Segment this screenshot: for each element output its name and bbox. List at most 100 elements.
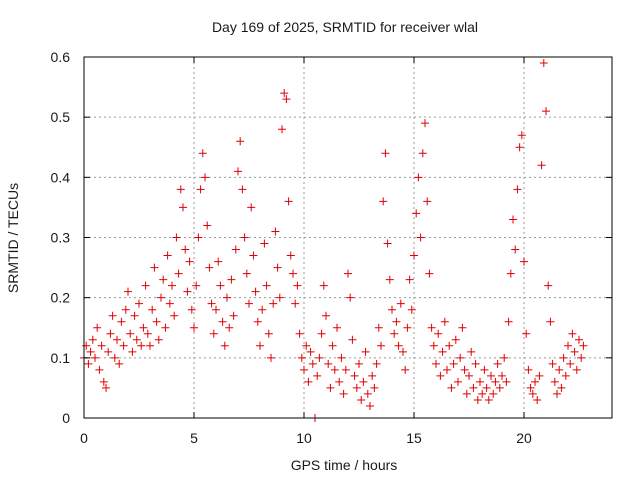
data-point xyxy=(506,269,515,278)
data-point xyxy=(242,269,251,278)
data-point xyxy=(328,341,337,350)
data-point xyxy=(121,305,130,314)
data-point xyxy=(174,269,183,278)
data-point xyxy=(207,299,216,308)
data-point xyxy=(273,263,282,272)
data-point xyxy=(405,275,414,284)
data-point xyxy=(124,287,132,296)
data-point xyxy=(504,317,513,326)
data-point xyxy=(363,389,372,398)
data-point xyxy=(339,389,348,398)
data-point xyxy=(522,329,531,338)
data-point xyxy=(293,281,302,290)
data-point xyxy=(436,371,445,380)
data-point xyxy=(139,323,148,332)
data-point xyxy=(289,269,297,278)
data-point xyxy=(313,371,322,380)
data-point xyxy=(462,389,471,398)
data-point xyxy=(291,299,300,308)
data-point xyxy=(187,305,196,314)
data-point xyxy=(394,341,403,350)
data-point xyxy=(546,317,555,326)
data-point xyxy=(392,317,401,326)
data-point xyxy=(280,89,289,98)
plot-frame xyxy=(83,56,613,419)
data-point xyxy=(148,305,157,314)
data-point xyxy=(390,329,399,338)
data-point xyxy=(357,395,366,404)
data-point xyxy=(489,389,498,398)
data-point xyxy=(170,311,179,320)
data-point xyxy=(249,251,258,260)
data-point xyxy=(454,377,462,386)
data-point xyxy=(498,371,506,380)
data-point xyxy=(216,281,225,290)
data-point xyxy=(458,323,467,332)
data-point xyxy=(520,257,528,266)
data-point xyxy=(317,329,326,338)
axis-ticks xyxy=(83,56,612,419)
data-point xyxy=(322,311,330,320)
data-point xyxy=(308,359,317,368)
y-tick-label: 0.2 xyxy=(51,290,71,306)
data-point xyxy=(203,221,212,230)
data-point xyxy=(157,293,165,302)
data-point xyxy=(555,365,564,374)
x-axis-label: GPS time / hours xyxy=(291,457,398,473)
data-point xyxy=(570,347,579,356)
data-point xyxy=(126,329,135,338)
data-point xyxy=(451,335,460,344)
data-point xyxy=(396,299,405,308)
data-point xyxy=(271,227,280,236)
data-point xyxy=(269,299,278,308)
data-point xyxy=(557,383,566,392)
data-point xyxy=(106,329,115,338)
data-point xyxy=(407,305,416,314)
data-point xyxy=(528,389,537,398)
data-point xyxy=(300,365,308,374)
data-point xyxy=(302,341,311,350)
data-point xyxy=(366,401,374,410)
data-point xyxy=(337,353,346,362)
data-point xyxy=(225,323,234,332)
data-point xyxy=(319,281,328,290)
data-point xyxy=(238,185,247,194)
data-point xyxy=(410,251,418,260)
data-point xyxy=(544,281,553,290)
data-point xyxy=(227,275,236,284)
data-point xyxy=(119,341,128,350)
data-point xyxy=(412,209,421,218)
data-point xyxy=(333,323,341,332)
data-point xyxy=(385,275,394,284)
data-point xyxy=(476,377,484,386)
data-point xyxy=(427,323,436,332)
data-point xyxy=(467,347,476,356)
data-point xyxy=(515,143,524,152)
data-point xyxy=(575,335,583,344)
data-point xyxy=(517,131,526,140)
x-tick-label: 5 xyxy=(190,430,198,446)
data-point xyxy=(115,359,124,368)
data-point xyxy=(286,251,295,260)
data-point xyxy=(542,107,550,116)
data-point xyxy=(416,233,425,242)
data-point xyxy=(524,365,533,374)
data-point xyxy=(295,329,304,338)
data-point xyxy=(262,281,271,290)
data-point xyxy=(418,149,427,158)
data-point xyxy=(88,335,97,344)
data-point xyxy=(537,161,546,170)
data-point xyxy=(143,329,152,338)
data-point xyxy=(438,347,447,356)
data-point xyxy=(267,353,275,362)
data-point xyxy=(117,317,126,326)
data-point xyxy=(440,317,449,326)
data-point xyxy=(348,335,357,344)
data-point xyxy=(564,341,572,350)
data-point xyxy=(401,365,410,374)
data-point xyxy=(471,359,480,368)
data-point xyxy=(240,233,249,242)
data-point xyxy=(429,341,438,350)
data-point xyxy=(513,185,522,194)
